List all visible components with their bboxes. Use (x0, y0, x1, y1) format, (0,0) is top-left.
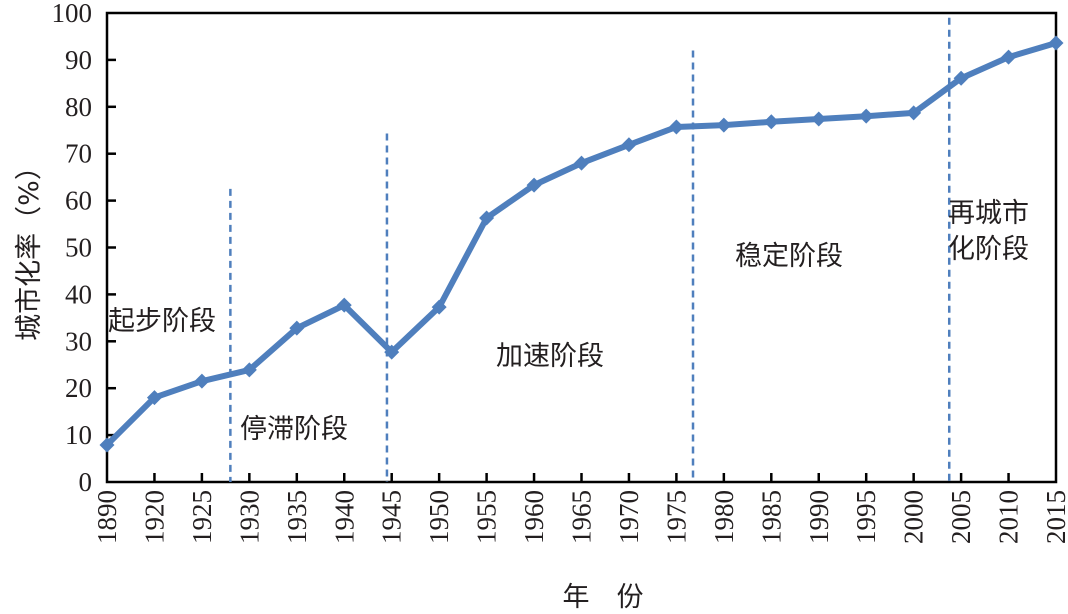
x-tick-label: 2010 (994, 490, 1024, 544)
y-tick-label: 20 (65, 373, 92, 403)
y-tick-label: 80 (65, 92, 92, 122)
y-tick-label: 0 (79, 467, 93, 497)
data-point-diamond (953, 70, 969, 86)
x-tick-label: 1960 (519, 490, 549, 544)
y-tick-label: 60 (65, 186, 92, 216)
x-axis-title: 年 份 (563, 582, 644, 613)
x-tick-label: 1940 (329, 490, 359, 544)
x-tick-label: 1920 (139, 490, 169, 544)
data-point-diamond (621, 137, 637, 153)
x-tick-label: 2015 (1041, 490, 1068, 544)
plot-border (105, 11, 1058, 484)
data-point-diamond (479, 210, 495, 226)
x-tick-label: 1925 (187, 490, 217, 544)
stage-dividers (229, 17, 951, 482)
y-tick-label: 10 (65, 420, 92, 450)
x-tick-label: 1995 (851, 490, 881, 544)
data-point-diamond (668, 119, 684, 135)
y-axis-ticks: 0 10 20 30 40 50 60 70 80 90 100 (52, 0, 116, 497)
x-tick-label: 2000 (899, 490, 929, 544)
data-point-diamond (384, 344, 400, 360)
y-tick-label: 90 (65, 45, 92, 75)
y-tick-label: 100 (52, 0, 93, 28)
y-tick-label: 70 (65, 139, 92, 169)
data-series (99, 35, 1064, 453)
data-point-diamond (526, 177, 542, 193)
stage-label: 再城市 (948, 198, 1029, 229)
data-point-diamond (574, 155, 589, 171)
data-point-diamond (763, 114, 779, 130)
data-point-diamond (906, 105, 922, 121)
data-point-diamond (858, 108, 874, 124)
data-point-diamond (431, 299, 447, 315)
data-point-diamond (716, 117, 732, 133)
x-tick-label: 1950 (424, 490, 454, 544)
data-point-diamond (194, 373, 210, 389)
data-point-diamond (241, 362, 257, 378)
x-tick-label: 1975 (661, 490, 691, 544)
x-tick-label: 1990 (804, 490, 834, 544)
plot-frame (105, 11, 1058, 484)
data-point-diamond (336, 297, 352, 313)
series-line (104, 40, 1057, 448)
x-tick-label: 1965 (567, 490, 597, 544)
data-point-diamond (99, 437, 115, 453)
stage-label: 起步阶段 (108, 306, 216, 337)
stage-label: 化阶段 (948, 234, 1029, 265)
x-tick-label: 2005 (946, 490, 976, 544)
x-tick-label: 1935 (282, 490, 312, 544)
data-point-diamond (1001, 49, 1017, 65)
x-tick-label: 1980 (709, 490, 739, 544)
x-tick-label: 1955 (472, 490, 502, 544)
data-point-diamond (146, 390, 162, 406)
y-tick-label: 50 (65, 233, 92, 263)
stage-label: 加速阶段 (496, 341, 604, 372)
x-axis-ticks: 1890 1920 1925 1930 1935 1940 1945 1950 1955 1960… (92, 473, 1068, 544)
data-point-diamond (811, 111, 827, 127)
stage-label: 停滞阶段 (240, 414, 348, 445)
x-tick-label: 1985 (756, 490, 786, 544)
data-point-diamond (1048, 35, 1064, 51)
stage-label: 稳定阶段 (735, 241, 843, 272)
x-tick-label: 1930 (234, 490, 264, 544)
y-tick-label: 40 (65, 279, 92, 309)
y-tick-label: 30 (65, 326, 92, 356)
data-point-diamond (289, 320, 305, 336)
x-tick-label: 1890 (92, 490, 122, 544)
x-tick-label: 1970 (614, 490, 644, 544)
x-tick-label: 1945 (377, 490, 407, 544)
y-axis-title: 城市化率（%） (14, 153, 45, 341)
